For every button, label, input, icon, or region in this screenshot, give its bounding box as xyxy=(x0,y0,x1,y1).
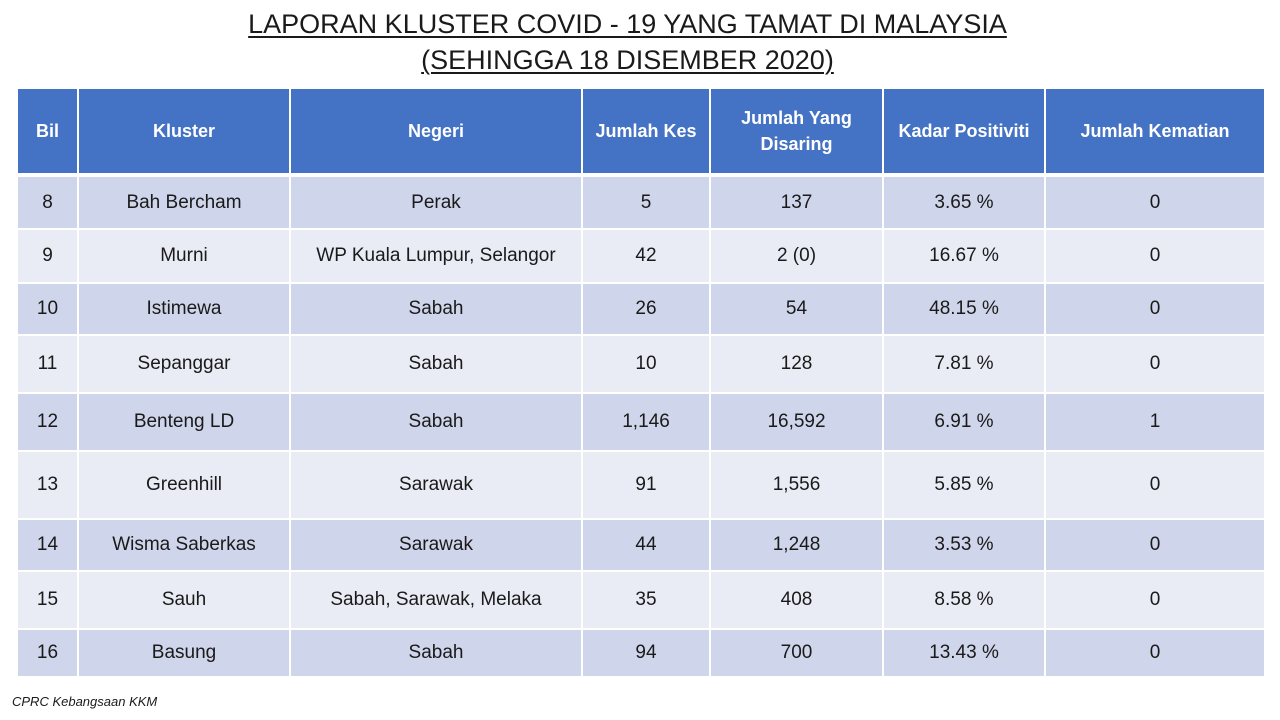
cell-jumlah-kematian: 0 xyxy=(1044,518,1266,572)
cell-kluster: Wisma Saberkas xyxy=(77,518,291,572)
cell-jumlah-kematian: 0 xyxy=(1044,450,1266,520)
table-row: 13 Greenhill Sarawak 91 1,556 5.85 % 0 xyxy=(16,450,1266,520)
cell-negeri: WP Kuala Lumpur, Selangor xyxy=(289,228,583,284)
cell-kluster: Benteng LD xyxy=(77,392,291,452)
cell-kluster: Istimewa xyxy=(77,282,291,336)
cell-jumlah-disaring: 700 xyxy=(709,628,884,678)
cell-kluster: Bah Bercham xyxy=(77,174,291,230)
cell-bil: 13 xyxy=(16,450,79,520)
header-negeri: Negeri xyxy=(289,87,583,176)
cell-jumlah-kes: 1,146 xyxy=(581,392,711,452)
title-line-2: (SEHINGGA 18 DISEMBER 2020) xyxy=(421,45,834,75)
cell-jumlah-kematian: 1 xyxy=(1044,392,1266,452)
cell-kadar-positiviti: 5.85 % xyxy=(882,450,1046,520)
cell-jumlah-kematian: 0 xyxy=(1044,334,1266,394)
cell-kadar-positiviti: 3.65 % xyxy=(882,174,1046,230)
header-kluster: Kluster xyxy=(77,87,291,176)
cell-jumlah-kes: 35 xyxy=(581,570,711,630)
cell-bil: 10 xyxy=(16,282,79,336)
cell-jumlah-kes: 42 xyxy=(581,228,711,284)
cell-negeri: Sabah xyxy=(289,334,583,394)
table-header-row: Bil Kluster Negeri Jumlah Kes Jumlah Yan… xyxy=(16,87,1266,176)
cell-jumlah-kematian: 0 xyxy=(1044,282,1266,336)
cell-bil: 12 xyxy=(16,392,79,452)
cell-kluster: Greenhill xyxy=(77,450,291,520)
cell-bil: 15 xyxy=(16,570,79,630)
cell-jumlah-kematian: 0 xyxy=(1044,174,1266,230)
cell-kadar-positiviti: 3.53 % xyxy=(882,518,1046,572)
cell-negeri: Sarawak xyxy=(289,518,583,572)
cell-jumlah-kes: 10 xyxy=(581,334,711,394)
cell-kluster: Murni xyxy=(77,228,291,284)
cell-negeri: Sarawak xyxy=(289,450,583,520)
cell-jumlah-kematian: 0 xyxy=(1044,570,1266,630)
cell-bil: 9 xyxy=(16,228,79,284)
cell-jumlah-disaring: 408 xyxy=(709,570,884,630)
cell-jumlah-disaring: 54 xyxy=(709,282,884,336)
cell-jumlah-kes: 94 xyxy=(581,628,711,678)
cell-jumlah-kes: 5 xyxy=(581,174,711,230)
table-row: 11 Sepanggar Sabah 10 128 7.81 % 0 xyxy=(16,334,1266,394)
cell-bil: 8 xyxy=(16,174,79,230)
cell-jumlah-disaring: 137 xyxy=(709,174,884,230)
table-row: 16 Basung Sabah 94 700 13.43 % 0 xyxy=(16,628,1266,678)
cell-kadar-positiviti: 48.15 % xyxy=(882,282,1046,336)
cell-jumlah-disaring: 2 (0) xyxy=(709,228,884,284)
cell-kluster: Sauh xyxy=(77,570,291,630)
table-row: 10 Istimewa Sabah 26 54 48.15 % 0 xyxy=(16,282,1266,336)
cell-kluster: Sepanggar xyxy=(77,334,291,394)
cell-negeri: Perak xyxy=(289,174,583,230)
cell-jumlah-disaring: 16,592 xyxy=(709,392,884,452)
cell-kadar-positiviti: 16.67 % xyxy=(882,228,1046,284)
cell-kadar-positiviti: 13.43 % xyxy=(882,628,1046,678)
cell-kadar-positiviti: 8.58 % xyxy=(882,570,1046,630)
header-jumlah-kematian: Jumlah Kematian xyxy=(1044,87,1266,176)
cell-jumlah-disaring: 1,248 xyxy=(709,518,884,572)
cell-negeri: Sabah xyxy=(289,628,583,678)
table-row: 15 Sauh Sabah, Sarawak, Melaka 35 408 8.… xyxy=(16,570,1266,630)
cell-jumlah-kematian: 0 xyxy=(1044,628,1266,678)
header-kadar-positiviti: Kadar Positiviti xyxy=(882,87,1046,176)
cell-negeri: Sabah xyxy=(289,392,583,452)
cell-kluster: Basung xyxy=(77,628,291,678)
cell-jumlah-kes: 26 xyxy=(581,282,711,336)
cell-kadar-positiviti: 7.81 % xyxy=(882,334,1046,394)
header-bil: Bil xyxy=(16,87,79,176)
page-title: LAPORAN KLUSTER COVID - 19 YANG TAMAT DI… xyxy=(0,6,1255,78)
cell-bil: 16 xyxy=(16,628,79,678)
cell-bil: 11 xyxy=(16,334,79,394)
cell-negeri: Sabah xyxy=(289,282,583,336)
table-row: 8 Bah Bercham Perak 5 137 3.65 % 0 xyxy=(16,174,1266,230)
cell-bil: 14 xyxy=(16,518,79,572)
header-jumlah-disaring: Jumlah Yang Disaring xyxy=(709,87,884,176)
cell-jumlah-kes: 44 xyxy=(581,518,711,572)
table-row: 14 Wisma Saberkas Sarawak 44 1,248 3.53 … xyxy=(16,518,1266,572)
cell-jumlah-disaring: 1,556 xyxy=(709,450,884,520)
header-jumlah-kes: Jumlah Kes xyxy=(581,87,711,176)
title-line-1: LAPORAN KLUSTER COVID - 19 YANG TAMAT DI… xyxy=(248,9,1007,39)
cell-jumlah-kes: 91 xyxy=(581,450,711,520)
cell-jumlah-disaring: 128 xyxy=(709,334,884,394)
cell-jumlah-kematian: 0 xyxy=(1044,228,1266,284)
table-row: 12 Benteng LD Sabah 1,146 16,592 6.91 % … xyxy=(16,392,1266,452)
table-row: 9 Murni WP Kuala Lumpur, Selangor 42 2 (… xyxy=(16,228,1266,284)
cell-negeri: Sabah, Sarawak, Melaka xyxy=(289,570,583,630)
cluster-table: Bil Kluster Negeri Jumlah Kes Jumlah Yan… xyxy=(16,87,1266,678)
source-footer: CPRC Kebangsaan KKM xyxy=(12,694,158,709)
cell-kadar-positiviti: 6.91 % xyxy=(882,392,1046,452)
